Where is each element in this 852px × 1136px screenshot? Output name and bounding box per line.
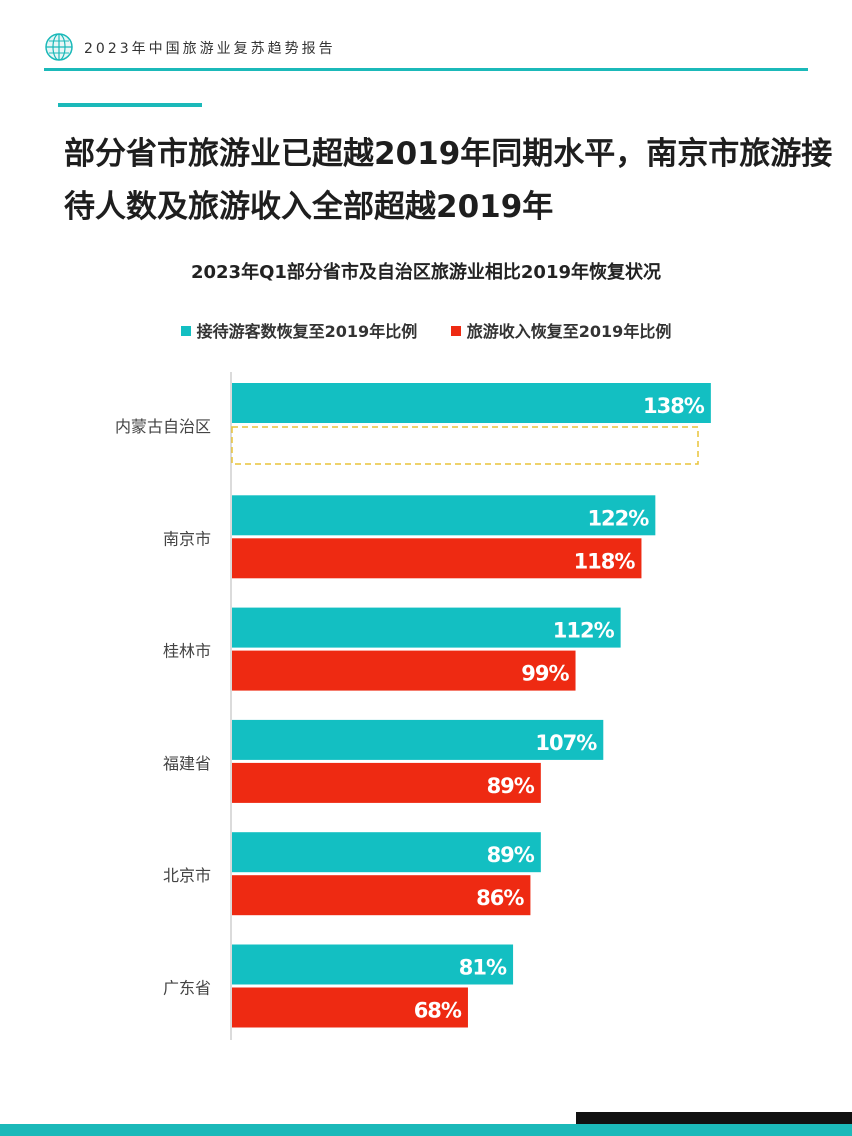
- data-label: 89%: [487, 843, 535, 867]
- footer-bar: [0, 1124, 852, 1136]
- missing-value-placeholder: [231, 426, 699, 465]
- data-label: 118%: [574, 549, 636, 573]
- bar-revenue: [232, 650, 576, 691]
- bar-visitors: [232, 832, 541, 873]
- page-headline: 部分省市旅游业已超越2019年同期水平，南京市旅游接待人数及旅游收入全部超越20…: [64, 136, 833, 225]
- legend-label-revenue: 旅游收入恢复至2019年比例: [466, 322, 672, 341]
- category-label: 南京市: [163, 529, 211, 548]
- data-label: 138%: [643, 394, 705, 418]
- data-label: 89%: [487, 774, 535, 798]
- report-header: 2023年中国旅游业复苏趋势报告: [44, 32, 808, 72]
- legend-swatch-visitors: [180, 326, 191, 336]
- legend-item-revenue: 旅游收入恢复至2019年比例: [450, 318, 672, 342]
- bar-visitors: [232, 607, 621, 648]
- section-accent-line: [58, 103, 202, 107]
- data-label: 86%: [476, 886, 524, 910]
- data-label: 122%: [587, 506, 649, 530]
- header-divider: [44, 68, 808, 71]
- legend-swatch-revenue: [450, 326, 461, 336]
- data-label: 81%: [459, 956, 507, 980]
- data-label: 112%: [553, 619, 615, 643]
- category-label: 福建省: [163, 754, 211, 773]
- category-label: 北京市: [163, 866, 211, 885]
- globe-icon: [45, 33, 73, 61]
- bar-visitors: [232, 719, 604, 760]
- chart-title: 2023年Q1部分省市及自治区旅游业相比2019年恢复状况: [190, 262, 662, 283]
- category-label: 内蒙古自治区: [115, 417, 211, 436]
- legend-item-visitors: 接待游客数恢复至2019年比例: [180, 318, 418, 342]
- legend-label-visitors: 接待游客数恢复至2019年比例: [196, 322, 418, 341]
- data-label: 107%: [535, 731, 597, 755]
- category-label: 广东省: [163, 979, 211, 998]
- bar-visitors: [232, 944, 514, 985]
- bar-revenue: [232, 875, 531, 916]
- footer-accent-black: [576, 1112, 852, 1124]
- category-label: 桂林市: [163, 642, 211, 661]
- bar-revenue: [232, 987, 468, 1028]
- data-label: 68%: [414, 999, 462, 1023]
- report-title: 2023年中国旅游业复苏趋势报告: [84, 41, 336, 57]
- bar-visitors: [232, 495, 656, 536]
- data-label: 99%: [521, 662, 569, 686]
- bar-visitors: [232, 383, 711, 423]
- bar-revenue: [232, 762, 541, 803]
- chart-legend: 接待游客数恢复至2019年比例 旅游收入恢复至2019年比例: [0, 318, 852, 342]
- bar-revenue: [232, 538, 642, 579]
